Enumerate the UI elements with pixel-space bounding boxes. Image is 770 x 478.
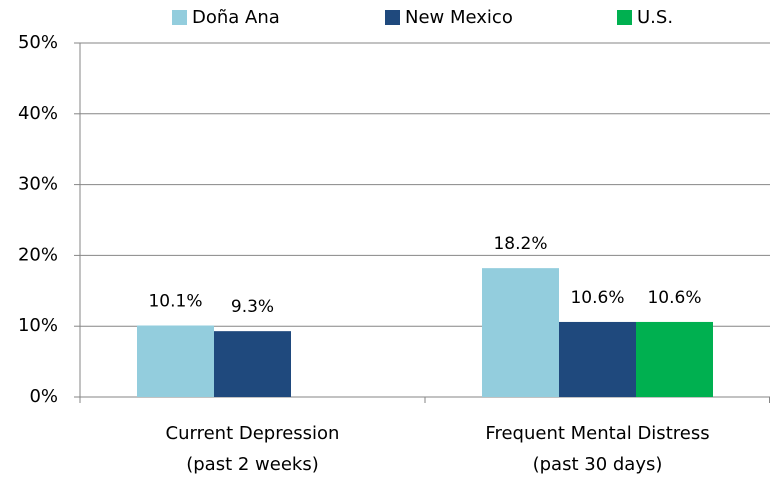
bar xyxy=(482,268,559,397)
legend-swatch xyxy=(172,10,187,25)
legend-swatch xyxy=(617,10,632,25)
y-tick-label: 50% xyxy=(18,32,58,53)
legend-label: New Mexico xyxy=(405,7,513,28)
legend-label: U.S. xyxy=(637,7,673,28)
legend-label: Doña Ana xyxy=(192,7,280,28)
x-tick-label: (past 30 days) xyxy=(533,454,663,475)
data-label: 18.2% xyxy=(493,234,547,254)
y-tick-label: 0% xyxy=(29,386,58,407)
data-label: 10.6% xyxy=(647,288,701,308)
data-label: 10.6% xyxy=(570,288,624,308)
y-tick-label: 10% xyxy=(18,315,58,336)
bar xyxy=(636,321,713,397)
x-tick-label: Current Depression xyxy=(166,423,340,444)
y-tick-label: 40% xyxy=(18,103,58,124)
y-tick-label: 20% xyxy=(18,244,58,265)
bar xyxy=(137,325,214,397)
x-tick-label: (past 2 weeks) xyxy=(186,454,319,475)
bar xyxy=(214,331,291,397)
x-tick-label: Frequent Mental Distress xyxy=(485,423,709,444)
data-label: 10.1% xyxy=(148,291,202,311)
bar xyxy=(559,321,636,397)
y-tick-label: 30% xyxy=(18,174,58,195)
legend-swatch xyxy=(385,10,400,25)
data-label: 9.3% xyxy=(231,297,274,317)
